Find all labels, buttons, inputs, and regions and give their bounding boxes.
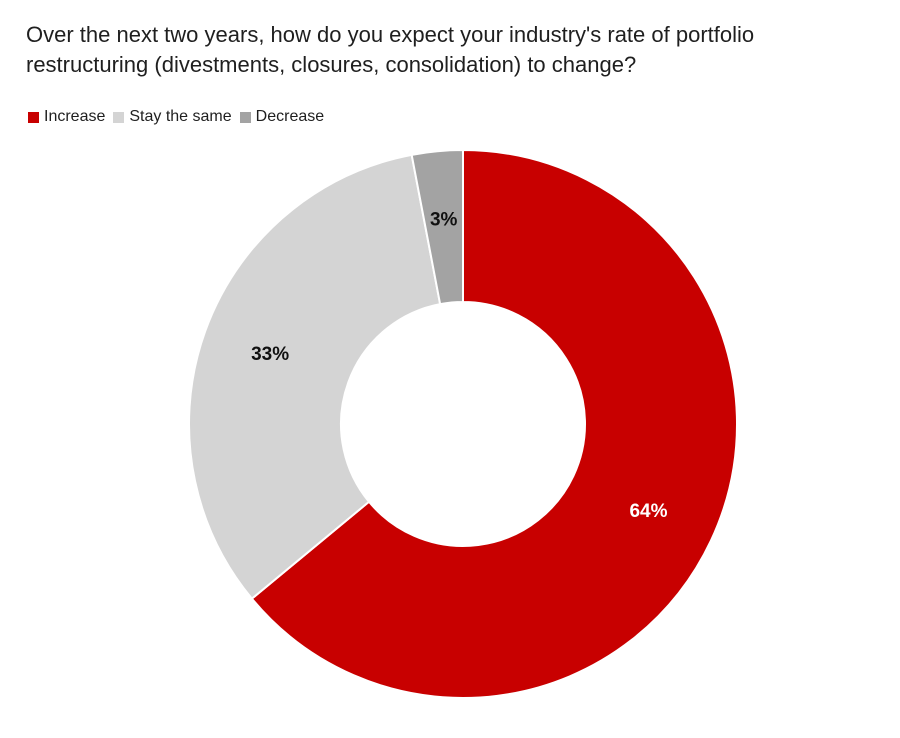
slice-increase [250,148,738,699]
legend-swatch-increase [28,111,39,123]
legend-swatch-stay-the-same [113,111,125,123]
donut-labels: 64% 33% 3% [251,209,668,521]
slice-decrease [410,148,464,306]
slice-stay-the-same [187,153,442,601]
chart-legend: Increase Stay the same Decrease [28,107,332,127]
donut-slices [187,148,738,699]
legend-item-stay-the-same: Stay the same [113,107,232,127]
legend-item-increase: Increase [28,107,105,127]
data-label-increase: 64% [629,501,667,522]
legend-label-increase: Increase [44,108,106,125]
data-label-stay-the-same: 33% [251,344,289,365]
data-label-decrease: 3% [430,209,458,230]
legend-label-decrease: Decrease [255,108,325,125]
chart-title-line-2: restructuring (divestments, closures, co… [26,52,637,77]
chart-title: Over the next two years, how do you expe… [26,20,876,80]
legend-label-stay-the-same: Stay the same [129,108,232,125]
chart-title-line-1: Over the next two years, how do you expe… [26,22,755,47]
legend-item-decrease: Decrease [239,107,325,127]
legend-swatch-decrease [239,111,251,123]
